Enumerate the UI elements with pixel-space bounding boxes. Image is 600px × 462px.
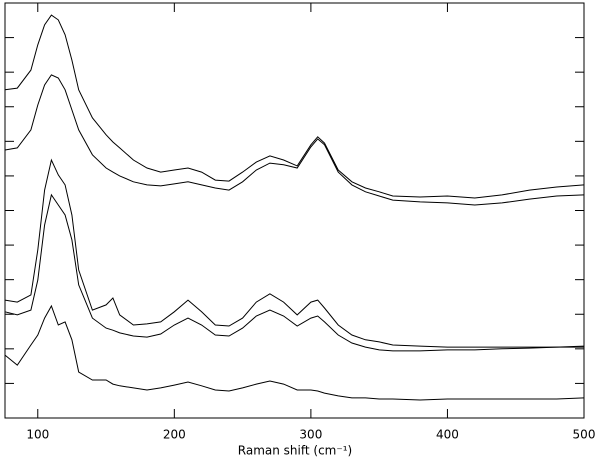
series-line <box>4 14 585 199</box>
x-tick-label: 200 <box>163 428 186 442</box>
series-line <box>4 158 585 348</box>
x-axis-label: Raman shift (cm⁻¹) <box>238 444 352 458</box>
x-tick-label: 300 <box>299 428 322 442</box>
series-line <box>4 304 585 401</box>
plot-frame <box>4 2 585 419</box>
series-line <box>4 74 585 206</box>
series-line <box>4 193 584 352</box>
x-tick-label: 500 <box>573 428 596 442</box>
x-tick-label: 100 <box>26 428 49 442</box>
x-tick-label: 400 <box>436 428 459 442</box>
